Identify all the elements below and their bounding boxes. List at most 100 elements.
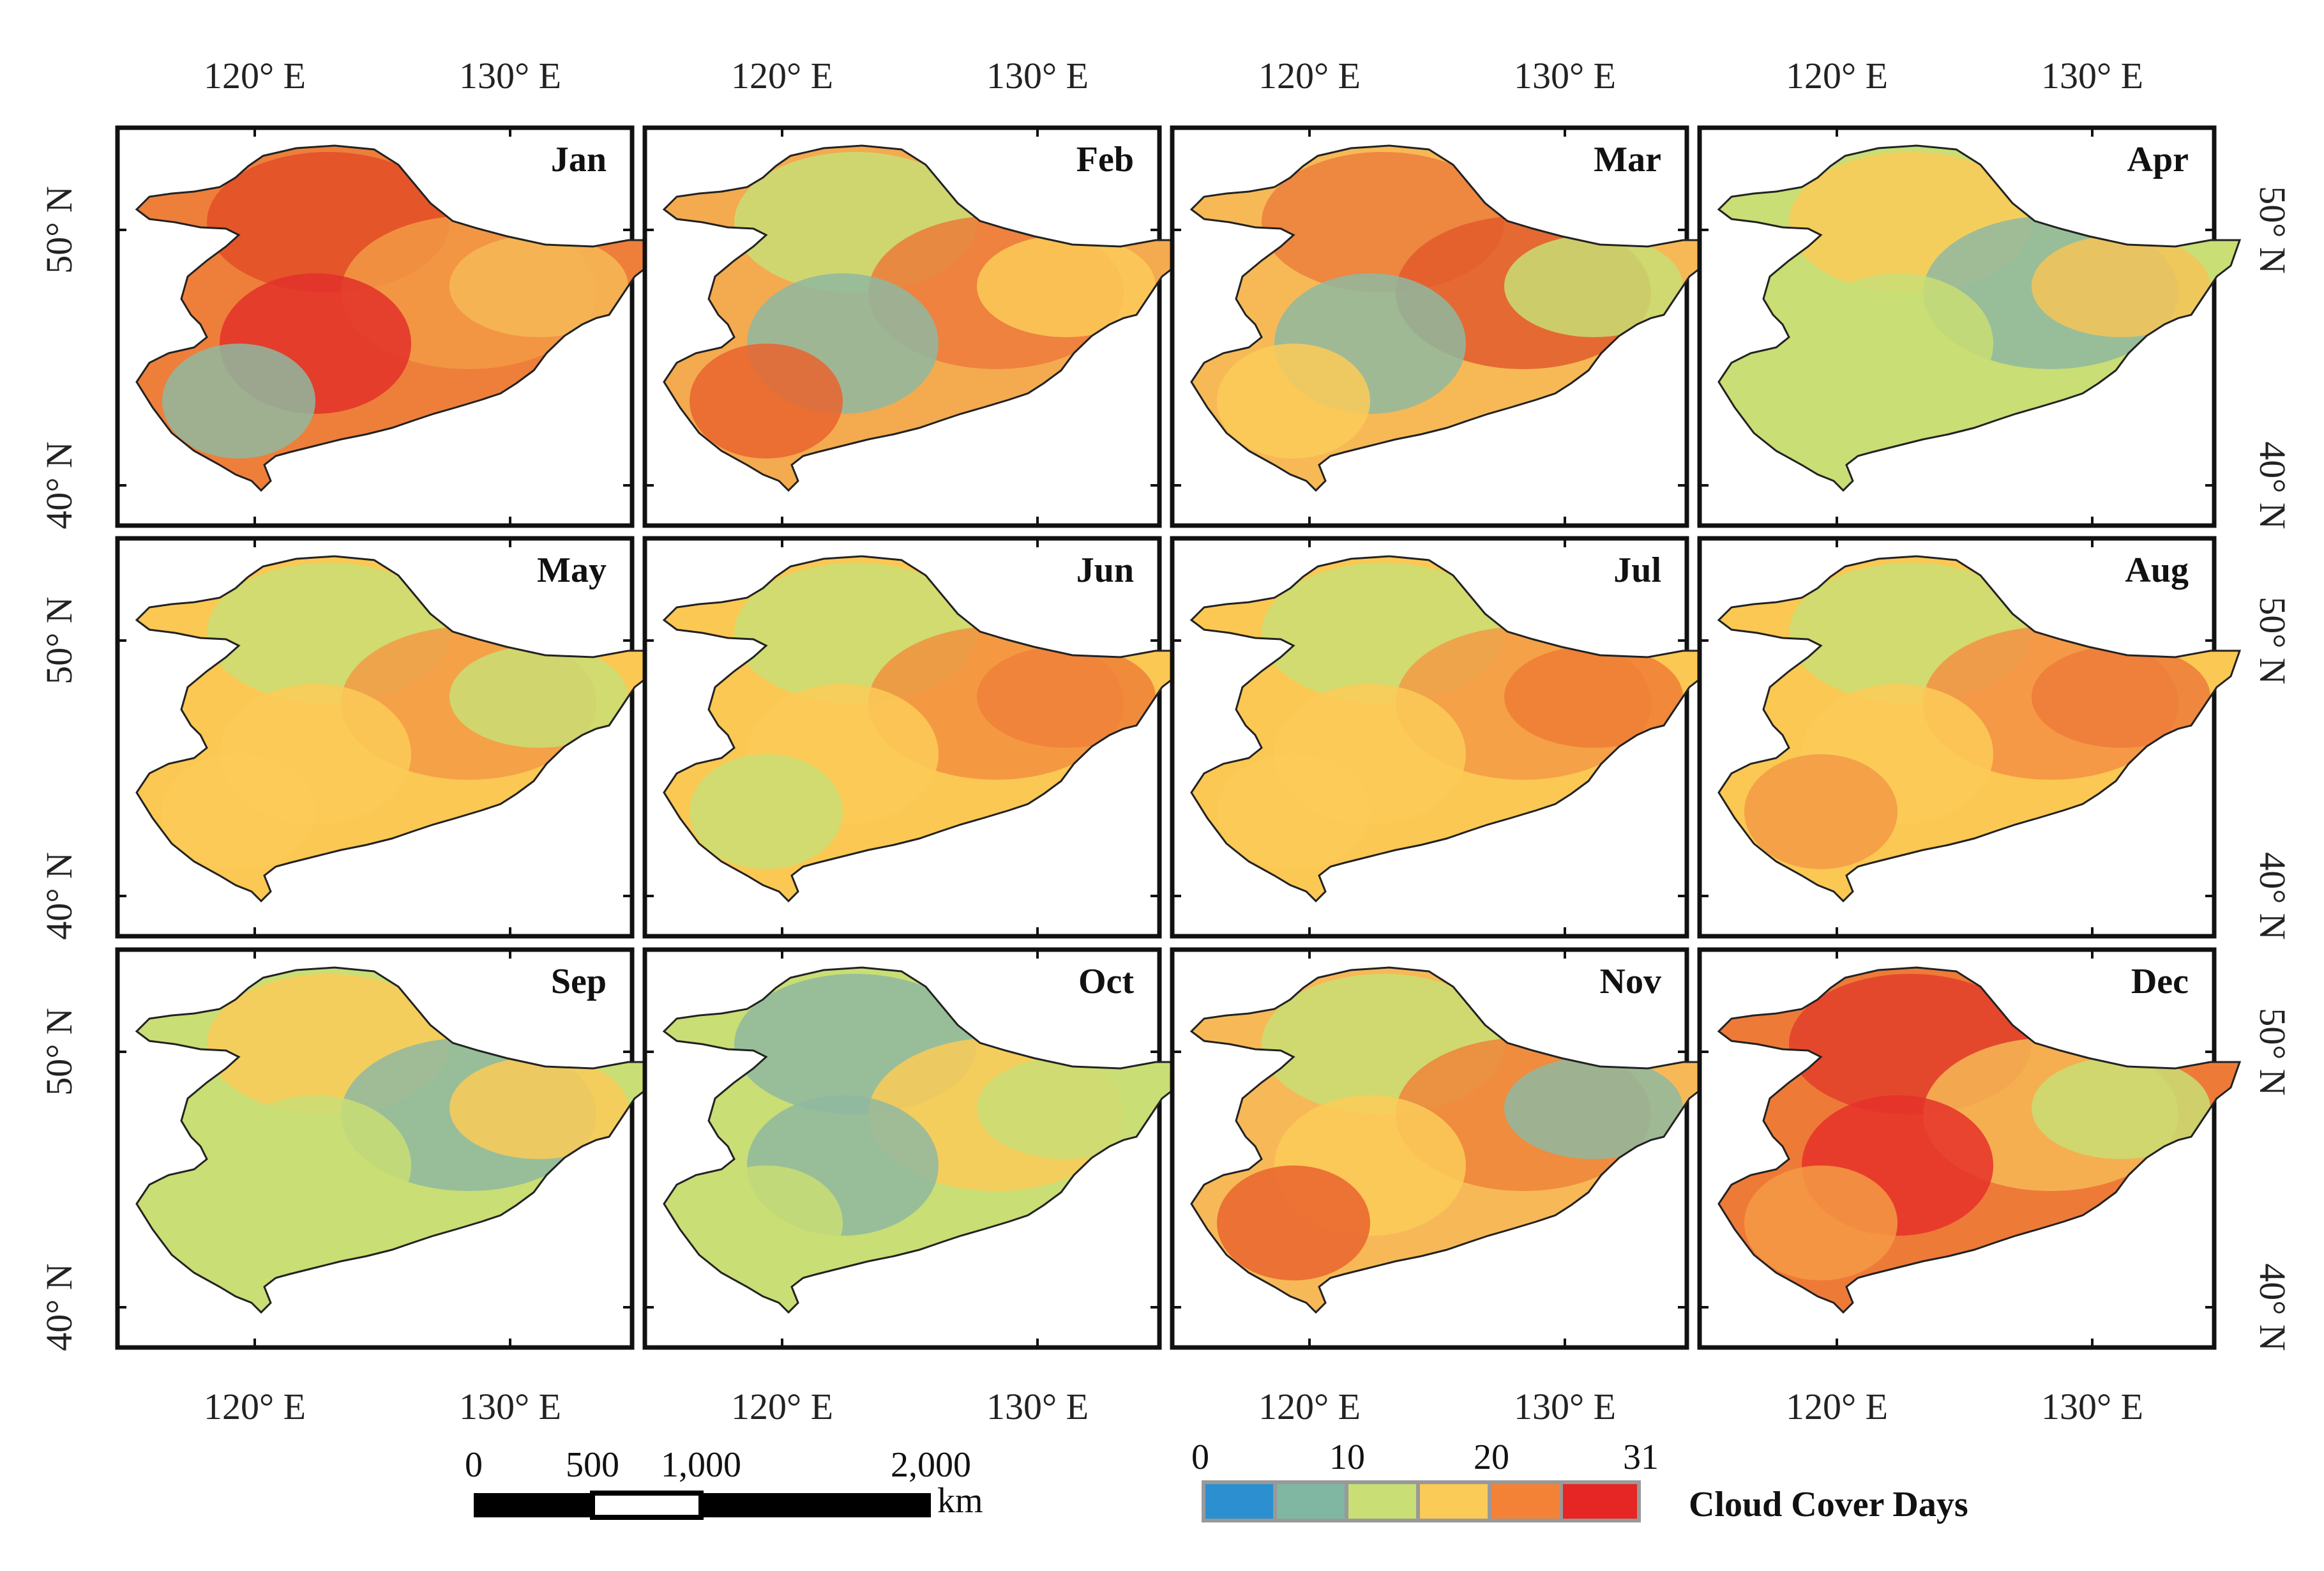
map-panel-sep: Sep [115, 947, 659, 1350]
cloud-patch [1504, 646, 1683, 748]
scale-unit: km [937, 1481, 983, 1521]
map-panel-apr: Apr [1697, 125, 2241, 528]
cloud-patch [1744, 1165, 1898, 1280]
cloud-pattern [162, 152, 628, 459]
cloud-pattern [162, 563, 628, 869]
cloud-patch [449, 235, 628, 337]
bottom-lon-label: 120° E [1786, 1386, 1888, 1427]
cloud-pattern [690, 974, 1156, 1280]
right-lat-label: 40° N [2252, 441, 2293, 529]
cloud-pattern [1217, 974, 1683, 1280]
cloud-pattern [1217, 152, 1683, 459]
cloud-patch [1504, 1057, 1683, 1159]
cloud-patch [1744, 344, 1898, 459]
cloud-patch [2032, 646, 2210, 748]
map-panel-oct: Oct [642, 947, 1186, 1350]
scale-bar: 0 500 1,000 2,000 km [465, 1445, 983, 1521]
legend-swatch-1 [1277, 1484, 1345, 1519]
region-map [663, 144, 1186, 492]
legend-tick-10: 10 [1329, 1438, 1365, 1477]
map-panel-aug: Aug [1697, 536, 2241, 939]
legend-tick-20: 20 [1474, 1438, 1509, 1477]
map-panel-dec: Dec [1697, 947, 2241, 1350]
left-lat-label: 50° N [38, 186, 80, 274]
cloud-pattern [1744, 563, 2210, 869]
cloud-patch [690, 754, 843, 869]
region-map [135, 966, 659, 1314]
cloud-patch [2032, 235, 2210, 337]
scale-bar-segment-1 [474, 1493, 592, 1517]
scale-bar-segment-3 [701, 1493, 931, 1517]
legend-swatch-2 [1348, 1484, 1416, 1519]
left-lat-label: 40° N [38, 1263, 80, 1351]
legend-swatch-5 [1563, 1484, 1637, 1519]
legend-swatch-0 [1205, 1484, 1273, 1519]
month-label: Jan [551, 140, 607, 179]
bottom-lon-label: 130° E [2041, 1386, 2143, 1427]
scale-bar-segment-2 [590, 1491, 704, 1520]
map-panel-jun: Jun [642, 536, 1186, 939]
cloud-patch [449, 1057, 628, 1159]
cloud-patch [1217, 754, 1370, 869]
month-label: Jun [1076, 550, 1134, 590]
cloud-patch [162, 754, 315, 869]
map-panel-jan: Jan [115, 125, 659, 528]
region-map [1717, 555, 2241, 902]
legend-title: Cloud Cover Days [1689, 1485, 1968, 1524]
axes-labels: 120° E 120° E 130° E 130° E 120° E 120° E 130°… [38, 55, 2293, 1427]
cloud-pattern [1217, 563, 1683, 869]
top-lon-label: 130° E [459, 55, 561, 96]
map-panel-mar: Mar [1170, 125, 1714, 528]
month-label: Mar [1594, 140, 1661, 179]
cloud-patch [2032, 1057, 2210, 1159]
right-lat-label: 40° N [2252, 1263, 2293, 1351]
legend-swatch-4 [1491, 1484, 1559, 1519]
month-label: May [537, 550, 607, 590]
cloud-patch [977, 646, 1156, 748]
month-label: Feb [1076, 140, 1134, 179]
scale-tick-0: 0 [465, 1445, 483, 1485]
map-panel-feb: Feb [642, 125, 1186, 528]
cloud-patch [690, 344, 843, 459]
cloud-pattern [690, 152, 1156, 459]
left-lat-label: 40° N [38, 441, 80, 529]
cloud-patch [690, 1165, 843, 1280]
month-label: Dec [2131, 962, 2189, 1001]
legend-swatch-3 [1420, 1484, 1488, 1519]
bottom-lon-label: 130° E [459, 1386, 561, 1427]
cloud-patch [1744, 754, 1898, 869]
region-map [1190, 144, 1714, 492]
top-lon-label: 130° E [986, 55, 1089, 96]
cloud-patch [1504, 235, 1683, 337]
month-label: Apr [2127, 140, 2189, 179]
top-lon-label: 120° E [731, 55, 833, 96]
top-lon-label: 120° E [1258, 55, 1361, 96]
map-panel-jul: Jul [1170, 536, 1714, 939]
cloud-patch [1217, 344, 1370, 459]
bottom-lon-label: 120° E [204, 1386, 306, 1427]
month-label: Jul [1613, 550, 1661, 590]
cloud-patch [162, 1165, 315, 1280]
region-map [663, 966, 1186, 1314]
region-map [663, 555, 1186, 902]
right-lat-label: 50° N [2252, 1008, 2293, 1096]
region-map [1190, 966, 1714, 1314]
region-map [135, 144, 659, 492]
right-lat-label: 40° N [2252, 852, 2293, 940]
cloud-pattern [690, 563, 1156, 869]
cloud-patch [977, 235, 1156, 337]
right-lat-label: 50° N [2252, 596, 2293, 685]
top-lon-label: 130° E [2041, 55, 2143, 96]
top-lon-label: 120° E [204, 55, 306, 96]
scale-tick-500: 500 [566, 1445, 619, 1485]
legend-tick-0: 0 [1191, 1438, 1209, 1477]
right-lat-label: 50° N [2252, 186, 2293, 274]
panels-grid: Jan Feb Mar Apr May Jun Jul Aug Sep Oct Nov Dec [115, 125, 2241, 1350]
left-lat-label: 50° N [38, 596, 80, 685]
top-lon-label: 130° E [1514, 55, 1616, 96]
cloud-patch [977, 1057, 1156, 1159]
scale-tick-2000: 2,000 [891, 1445, 971, 1485]
month-label: Oct [1078, 962, 1134, 1001]
map-panel-may: May [115, 536, 659, 939]
